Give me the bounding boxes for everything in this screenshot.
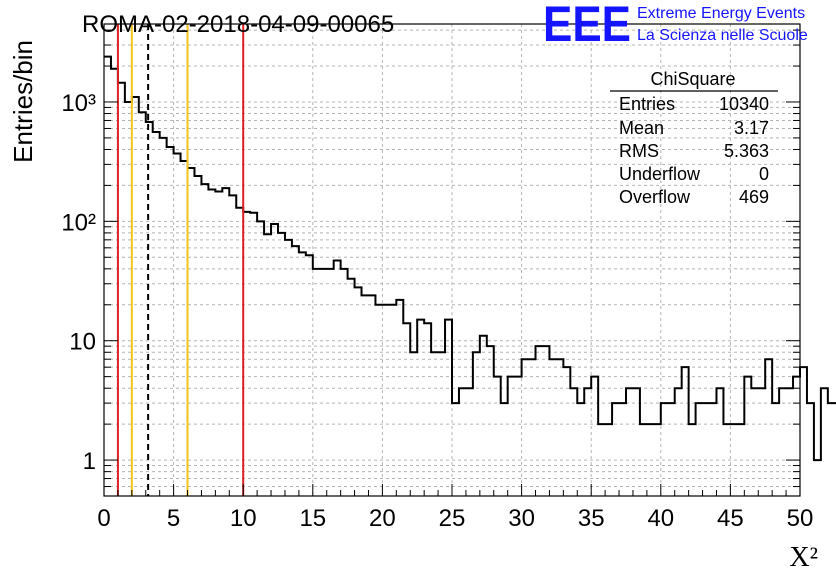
x-tick-label: 10	[230, 505, 257, 532]
logo-mark: EEE	[543, 0, 631, 52]
y-axis-label: Entries/bin	[8, 40, 38, 163]
x-tick-label: 25	[439, 505, 466, 532]
y-tick-label: 1	[83, 448, 96, 475]
stats-label: Mean	[619, 118, 664, 138]
stats-label: RMS	[619, 141, 659, 161]
logo-line-2: La Scienza nelle Scuole	[637, 27, 808, 44]
x-tick-label: 35	[578, 505, 605, 532]
stats-value: 10340	[719, 94, 769, 114]
stats-value: 3.17	[734, 118, 769, 138]
y-tick-label: 10²	[61, 209, 96, 236]
stats-title: ChiSquare	[650, 69, 735, 89]
x-tick-label: 20	[369, 505, 396, 532]
stats-box: ChiSquare Entries 10340 Mean 3.17 RMS 5.…	[610, 69, 778, 207]
histogram-series	[104, 55, 836, 462]
y-tick-label: 10³	[61, 90, 96, 117]
axis-ticks	[103, 29, 801, 497]
x-tick-label: 30	[508, 505, 535, 532]
y-tick-label: 10	[69, 329, 96, 356]
x-tick-label: 0	[97, 505, 110, 532]
x-tick-label: 40	[647, 505, 674, 532]
stats-value: 469	[739, 187, 769, 207]
x-axis-label: X²	[789, 542, 818, 572]
logo-line-1: Extreme Energy Events	[637, 5, 805, 22]
chart-title: ROMA-02-2018-04-09-00065	[82, 11, 394, 38]
x-tick-label: 45	[717, 505, 744, 532]
x-tick-label: 15	[299, 505, 326, 532]
x-tick-label: 5	[167, 505, 180, 532]
y-tick-labels: 1 10 10² 10³	[61, 90, 96, 475]
stats-label: Underflow	[619, 164, 701, 184]
stats-value: 0	[759, 164, 769, 184]
stats-value: 5.363	[724, 141, 769, 161]
stats-label: Entries	[619, 94, 675, 114]
x-tick-label: 50	[787, 505, 814, 532]
marker-lines	[116, 24, 245, 496]
stats-label: Overflow	[619, 187, 691, 207]
x-tick-labels: 0 5 10 15 20 25 30 35 40 45 50	[97, 505, 813, 532]
